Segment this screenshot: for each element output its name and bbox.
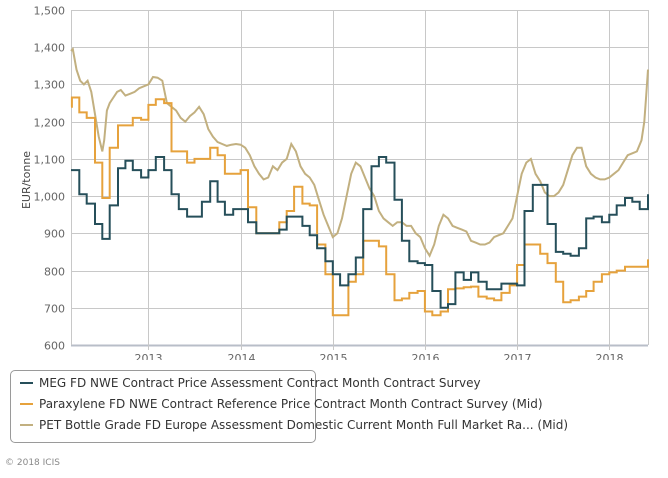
y-tick-label: 600 — [44, 340, 65, 353]
y-tick-label: 900 — [44, 228, 65, 241]
x-axis: 2013 2014 2015 2016 2017 2018 — [135, 352, 624, 360]
series-line-pet — [70, 47, 649, 258]
x-tick-label: 2018 — [596, 352, 624, 360]
price-chart: 600 700 800 900 1,000 1,100 1,200 1,300 1,400 1,5… — [20, 5, 649, 360]
series-lines — [70, 47, 649, 317]
y-tick-label: 1,100 — [34, 154, 66, 167]
legend-item-pet[interactable]: PET Bottle Grade FD Europe Assessment Do… — [20, 416, 568, 434]
legend-label-paraxylene: Paraxylene FD NWE Contract Reference Pri… — [39, 397, 543, 411]
y-axis: 600 700 800 900 1,000 1,100 1,200 1,300 1,400 1,5… — [34, 5, 66, 353]
y-tick-label: 1,400 — [34, 42, 66, 55]
x-tick-label: 2013 — [135, 352, 163, 360]
y-tick-label: 1,200 — [34, 117, 66, 130]
x-tick-label: 2016 — [412, 352, 440, 360]
legend-label-meg: MEG FD NWE Contract Price Assessment Con… — [39, 376, 481, 390]
legend-label-pet: PET Bottle Grade FD Europe Assessment Do… — [39, 418, 569, 432]
y-tick-label: 700 — [44, 303, 65, 316]
y-tick-label: 1,500 — [34, 5, 66, 18]
grid-lines — [71, 10, 649, 350]
copyright-notice: © 2018 ICIS — [5, 458, 60, 468]
legend: MEG FD NWE Contract Price Assessment Con… — [10, 370, 568, 443]
y-tick-label: 1,300 — [34, 79, 66, 92]
series-line-paraxylene — [70, 96, 649, 317]
legend-swatch-meg — [20, 382, 33, 384]
legend-swatch-paraxylene — [20, 403, 33, 405]
series-line-meg — [71, 156, 649, 309]
y-tick-label: 800 — [44, 266, 65, 279]
x-tick-label: 2015 — [320, 352, 348, 360]
legend-item-paraxylene[interactable]: Paraxylene FD NWE Contract Reference Pri… — [20, 395, 543, 413]
x-tick-label: 2014 — [228, 352, 256, 360]
x-tick-label: 2017 — [504, 352, 532, 360]
legend-swatch-pet — [20, 424, 33, 426]
legend-item-meg[interactable]: MEG FD NWE Contract Price Assessment Con… — [20, 374, 481, 392]
y-tick-label: 1,000 — [34, 191, 66, 204]
y-axis-title: EUR/tonne — [20, 151, 33, 209]
